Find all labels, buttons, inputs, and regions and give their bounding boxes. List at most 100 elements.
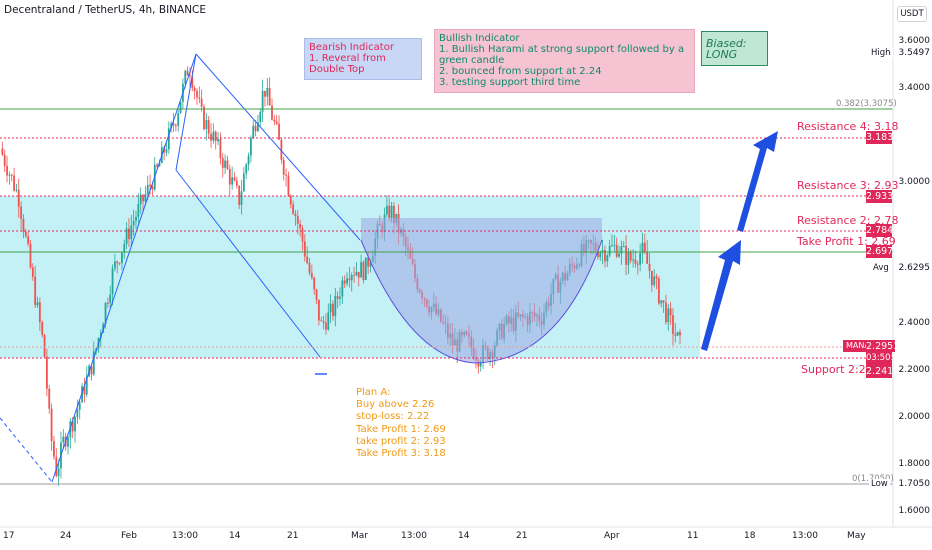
candle-body	[240, 191, 243, 205]
fib-382-label: 0.382(3.3075)	[836, 99, 897, 109]
candle-body	[90, 365, 93, 375]
candle-body	[336, 295, 339, 299]
chart-title: Decentraland / TetherUS, 4h, BINANCE	[4, 4, 207, 16]
candle-body	[364, 257, 367, 280]
candle-body	[599, 252, 602, 258]
candle-body	[264, 90, 266, 97]
candle-body	[259, 111, 262, 123]
time-tick: 14	[458, 531, 470, 541]
candle-body	[639, 253, 642, 265]
time-tick: 13:00	[792, 531, 818, 541]
candle-body	[55, 456, 58, 477]
candle-body	[17, 189, 20, 207]
candle-body	[189, 75, 191, 77]
candle-body	[634, 259, 637, 264]
candle-body	[62, 436, 65, 443]
low-label: Low	[869, 479, 890, 489]
candle-body	[36, 302, 39, 306]
candle-body	[78, 402, 81, 410]
candle-body	[29, 243, 32, 268]
plan-line: Buy above 2.26	[356, 399, 435, 411]
avg-value: 2.6295	[898, 263, 931, 273]
candle-body	[334, 295, 337, 317]
resistance-2-label: Resistance 2: 2.78	[797, 214, 899, 227]
candle-body	[301, 228, 304, 242]
candle-body	[158, 163, 161, 167]
candle-body	[123, 244, 126, 253]
cup-pattern-curve	[360, 239, 603, 364]
candle-body	[139, 194, 142, 205]
candle-body	[393, 205, 395, 223]
candle-body	[622, 245, 625, 247]
candle-body	[613, 244, 616, 246]
candle-body	[273, 119, 276, 122]
candle-body	[322, 320, 325, 323]
candle-body	[257, 122, 259, 132]
candle-body	[660, 300, 663, 304]
price-tick: 2.2000	[898, 365, 931, 375]
candle-body	[20, 206, 23, 219]
plan-line: stop-loss: 2.22	[356, 411, 430, 423]
candle-body	[650, 270, 653, 286]
candle-body	[83, 386, 86, 395]
candle-body	[343, 280, 346, 284]
candle-body	[57, 468, 60, 477]
resistance-3-label: Resistance 3: 2.93	[797, 179, 899, 192]
candle-body	[48, 388, 51, 409]
candle-body	[238, 185, 241, 205]
time-tick: 14	[229, 531, 241, 541]
candle-body	[121, 252, 123, 264]
candle-body	[172, 123, 175, 126]
candle-body	[41, 322, 44, 335]
candle-body	[109, 294, 112, 304]
support-2-label: Support 2:2.24	[801, 363, 884, 376]
time-tick: 13:00	[172, 531, 198, 541]
candle-body	[672, 315, 674, 335]
candle-body	[144, 193, 147, 202]
time-tick: 18	[744, 531, 756, 541]
candle-body	[113, 261, 116, 269]
resistance-2-price-tag: 2.7849	[866, 224, 900, 237]
candle-body	[214, 131, 217, 142]
time-tick: 13:00	[401, 531, 427, 541]
trade-plan-note: Plan A: Buy above 2.26 stop-loss: 2.22 T…	[356, 387, 446, 460]
candle-body	[339, 296, 341, 299]
currency-button[interactable]: USDT	[897, 6, 927, 22]
candle-body	[636, 263, 639, 265]
candle-body	[477, 360, 480, 367]
candle-body	[679, 331, 681, 336]
candle-body	[282, 159, 285, 175]
price-tick: 3.4000	[898, 83, 931, 93]
candle-body	[306, 256, 309, 263]
candle-body	[315, 289, 318, 300]
candle-body	[653, 276, 656, 286]
candle-body	[205, 120, 208, 130]
candle-body	[231, 177, 234, 185]
candle-body	[294, 213, 297, 217]
candle-body	[353, 275, 355, 277]
candle-body	[71, 421, 74, 432]
candle-body	[643, 242, 646, 252]
bullish-line-3: 3. testing support third time	[439, 77, 581, 88]
candle-body	[317, 299, 320, 321]
candle-body	[45, 356, 48, 389]
candle-body	[665, 302, 667, 323]
candle-body	[6, 165, 8, 176]
plan-line: Take Profit 3: 3.18	[356, 448, 446, 460]
candle-body	[226, 160, 229, 169]
price-tick: 3.0000	[898, 177, 931, 187]
candle-body	[261, 90, 264, 112]
candle-body	[116, 261, 119, 264]
candle-body	[655, 276, 658, 279]
low-value: 1.7050	[898, 479, 931, 489]
level-lines	[0, 137, 893, 359]
candle-body	[348, 278, 351, 281]
candle-body	[669, 308, 672, 316]
candle-body	[210, 133, 212, 141]
candle-body	[170, 123, 173, 129]
candle-body	[53, 441, 55, 457]
candle-body	[632, 259, 635, 261]
candle-body	[611, 245, 613, 247]
candle-body	[203, 106, 205, 130]
